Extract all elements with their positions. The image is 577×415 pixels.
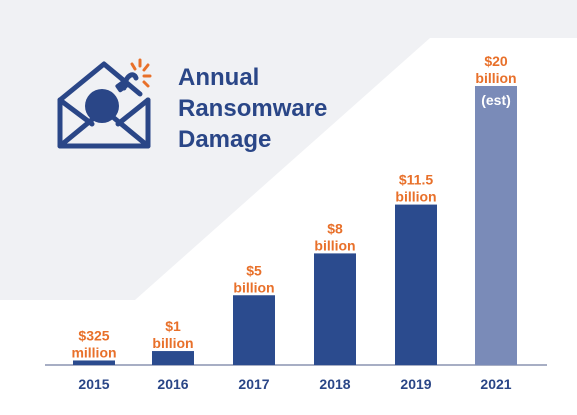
value-label-2018-2: billion — [314, 237, 355, 253]
bar-2018 — [314, 253, 356, 365]
value-label-2016-1: $1 — [165, 318, 181, 334]
value-label-2015-1: $325 — [78, 327, 109, 343]
bar-2016 — [152, 351, 194, 365]
value-label-2017-2: billion — [233, 279, 274, 295]
title-line-2: Ransomware — [178, 95, 328, 122]
bar-2015 — [73, 360, 115, 365]
value-label-2017-1: $5 — [246, 262, 262, 278]
bar-2019 — [395, 204, 437, 365]
value-label-2019-2: billion — [395, 189, 436, 205]
value-label-2019-1: $11.5 — [399, 172, 433, 188]
bar-2021 — [475, 86, 517, 365]
value-label-2021-1: $20 — [484, 53, 508, 69]
x-tick-label-2016: 2016 — [157, 376, 188, 392]
title-line-1: Annual — [178, 64, 260, 91]
annotation-2021: (est) — [481, 92, 511, 108]
value-label-2015-2: million — [71, 344, 116, 360]
x-tick-label-2015: 2015 — [78, 376, 109, 392]
value-label-2016-2: billion — [152, 335, 193, 351]
x-tick-label-2019: 2019 — [400, 376, 431, 392]
title-line-3: Damage — [178, 126, 272, 153]
x-tick-label-2021: 2021 — [480, 376, 511, 392]
value-label-2021-2: billion — [475, 70, 516, 86]
envelope-bomb-icon — [52, 58, 162, 158]
value-label-2018-1: $8 — [327, 220, 343, 236]
x-tick-label-2017: 2017 — [238, 376, 269, 392]
bar-2017 — [233, 295, 275, 365]
x-tick-label-2018: 2018 — [319, 376, 350, 392]
chart-title: Annual Ransomware Damage — [178, 62, 358, 155]
